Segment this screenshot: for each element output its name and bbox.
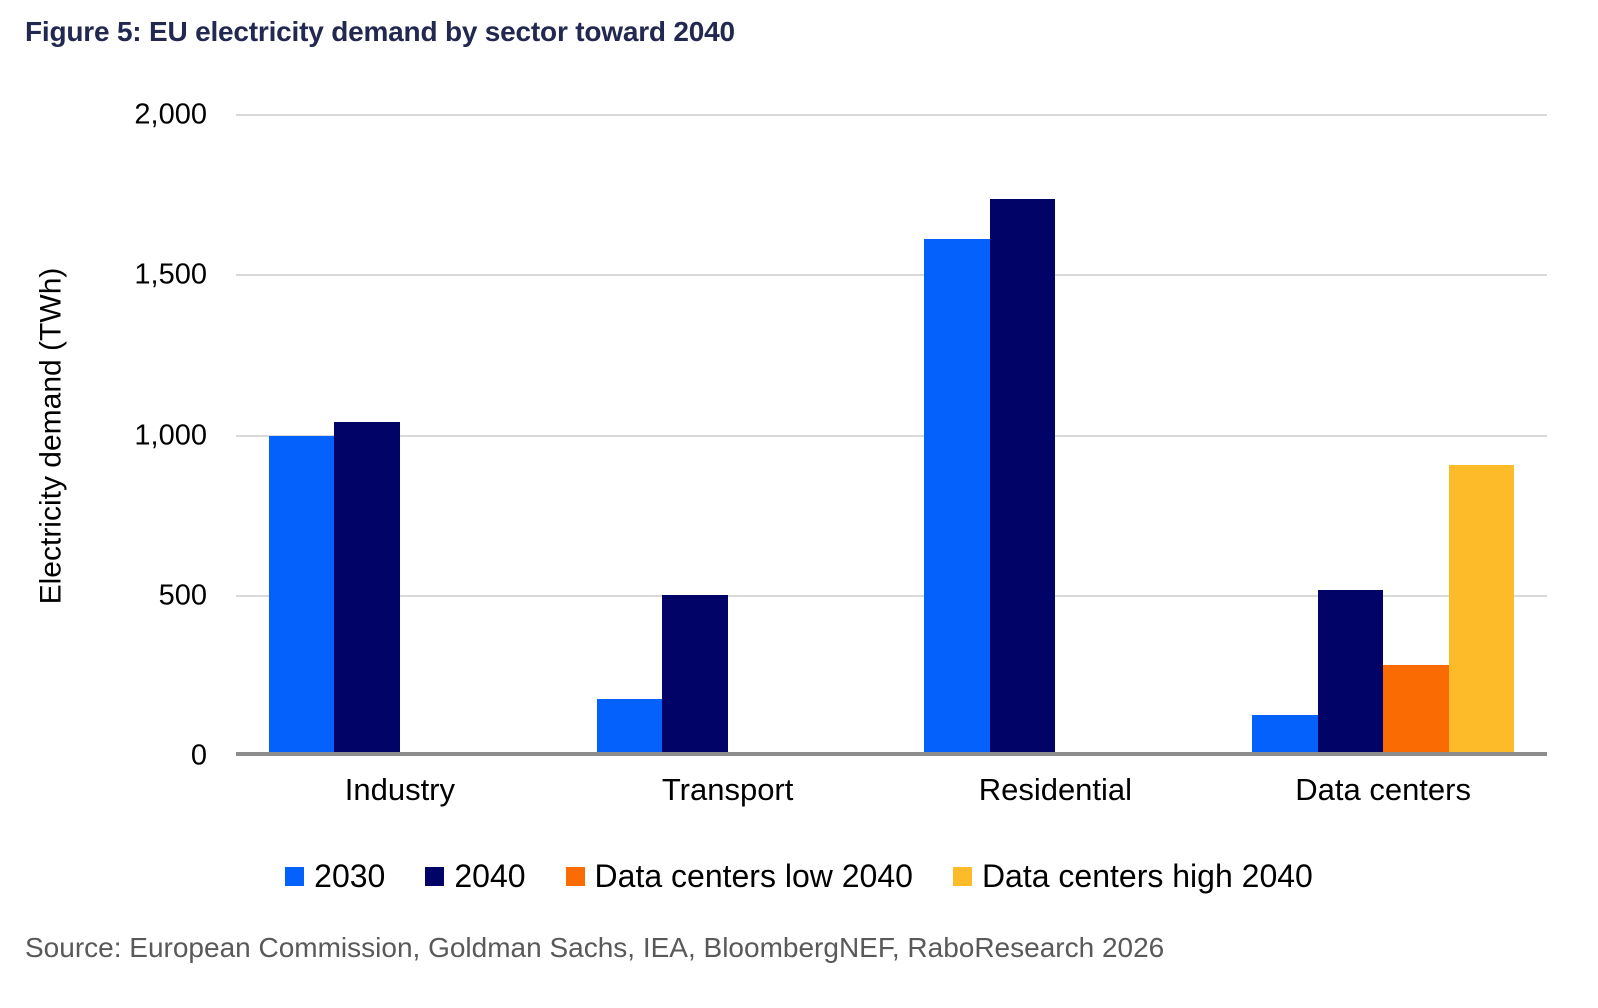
bar-residential-2030 bbox=[924, 239, 990, 752]
figure-title: Figure 5: EU electricity demand by secto… bbox=[25, 16, 735, 47]
gridline-2000 bbox=[236, 114, 1547, 116]
gridline-1000 bbox=[236, 434, 1547, 437]
category-label-transport: Transport bbox=[661, 772, 794, 807]
y-axis: 0 500 1,000 1,500 2,000 bbox=[0, 99, 207, 772]
legend-label: 2040 bbox=[454, 858, 526, 894]
legend-label: Data centers low 2040 bbox=[594, 858, 913, 894]
legend-item-data-centers-low-2040: Data centers low 2040 bbox=[565, 858, 913, 895]
category-label-residential: Residential bbox=[978, 772, 1133, 807]
gridline-500 bbox=[236, 594, 1547, 597]
y-tick-label-0: 0 bbox=[190, 739, 207, 772]
legend-item-2040: 2040 bbox=[425, 858, 526, 895]
legend-item-2030: 2030 bbox=[285, 858, 385, 895]
bar-residential-2040 bbox=[989, 199, 1056, 752]
legend-swatch-icon bbox=[952, 867, 972, 886]
gridline-1500 bbox=[236, 274, 1547, 277]
plot-area bbox=[236, 114, 1547, 756]
bar-industry-2030 bbox=[268, 436, 335, 752]
bar-data-centers-2030 bbox=[1252, 715, 1318, 752]
y-tick-label-500: 500 bbox=[158, 579, 207, 612]
y-tick-label-1500: 1,500 bbox=[134, 258, 207, 291]
category-label-data-centers: Data centers bbox=[1295, 772, 1471, 807]
legend-swatch-icon bbox=[565, 867, 585, 886]
bar-transport-2030 bbox=[596, 699, 663, 752]
bar-data-centers-data-centers-low-2040 bbox=[1383, 665, 1449, 752]
bar-data-centers-data-centers-high-2040 bbox=[1448, 465, 1515, 752]
y-tick-label-1000: 1,000 bbox=[134, 419, 207, 451]
legend: 2030 2040 Data centers low 2040 Data center… bbox=[0, 858, 1598, 895]
bar-data-centers-2040 bbox=[1317, 590, 1384, 752]
legend-swatch-icon bbox=[285, 867, 305, 886]
y-tick-label-2000: 2,000 bbox=[134, 98, 207, 131]
x-axis: Industry Transport Residential Data centers bbox=[236, 772, 1547, 808]
legend-item-data-centers-high-2040: Data centers high 2040 bbox=[952, 858, 1313, 895]
legend-label: Data centers high 2040 bbox=[981, 858, 1313, 894]
legend-label: 2030 bbox=[314, 858, 386, 894]
legend-swatch-icon bbox=[425, 867, 445, 886]
category-label-industry: Industry bbox=[344, 772, 456, 807]
bar-industry-2040 bbox=[334, 421, 400, 752]
bar-transport-2040 bbox=[662, 594, 728, 752]
source-text: Source: European Commission, Goldman Sac… bbox=[25, 932, 1165, 963]
